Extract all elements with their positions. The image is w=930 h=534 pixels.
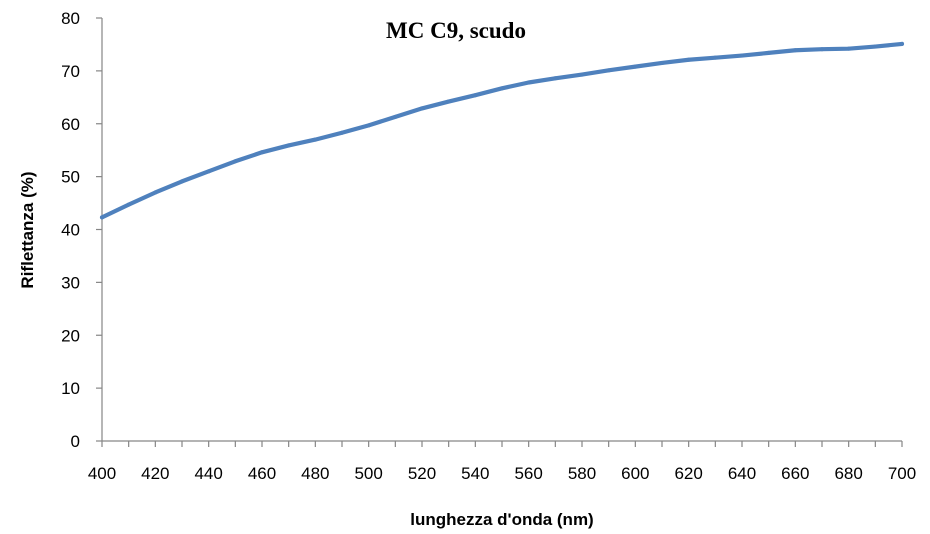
data-point [393, 114, 398, 119]
x-tick-label: 440 [194, 464, 222, 483]
x-axis: 400 420 440 460 480 500 520 540 560 580 600 620 640 6… [88, 440, 916, 483]
x-tick-label: 680 [834, 464, 862, 483]
y-axis-title: Riflettanza (%) [18, 171, 37, 288]
data-point [686, 57, 691, 62]
data-point [553, 76, 558, 81]
data-point [100, 215, 104, 220]
data-point [180, 179, 184, 184]
x-tick-label: 700 [888, 464, 916, 483]
x-tick-label: 480 [301, 464, 329, 483]
y-tick-label: 30 [61, 273, 80, 292]
x-tick-label: 640 [728, 464, 756, 483]
x-tick-label: 600 [621, 464, 649, 483]
data-point [313, 137, 318, 142]
data-point [340, 130, 344, 135]
data-point [873, 44, 878, 49]
data-point [233, 159, 238, 164]
data-point [766, 50, 771, 55]
data-point [793, 48, 798, 53]
x-tick-label: 400 [88, 464, 116, 483]
data-point [846, 46, 851, 51]
y-tick-label: 20 [61, 326, 80, 345]
x-tick-label: 660 [781, 464, 809, 483]
x-axis-title: lunghezza d'onda (nm) [410, 510, 593, 529]
plot-area [99, 41, 905, 220]
data-point [580, 72, 584, 77]
y-tick-label: 50 [61, 168, 80, 187]
x-tick-label: 560 [514, 464, 542, 483]
x-tick-label: 580 [568, 464, 596, 483]
data-point [660, 60, 664, 65]
data-point [526, 80, 531, 85]
x-tick-label: 500 [354, 464, 382, 483]
chart-title: MC C9, scudo [386, 18, 526, 43]
y-axis: 0 10 20 30 40 50 60 70 80 [61, 9, 103, 451]
data-point [153, 190, 158, 195]
data-point [740, 53, 744, 58]
x-tick-label: 540 [461, 464, 489, 483]
y-tick-label: 0 [71, 432, 80, 451]
data-point [286, 143, 291, 148]
x-tick-label: 620 [674, 464, 702, 483]
data-point [713, 55, 718, 60]
y-tick-label: 70 [61, 62, 80, 81]
data-point [260, 150, 264, 155]
data-point [606, 68, 611, 73]
y-tick-label: 60 [61, 115, 80, 134]
data-point [206, 169, 211, 174]
data-point [446, 99, 451, 104]
data-point [500, 86, 504, 91]
data-point [366, 123, 371, 128]
data-point [900, 41, 904, 46]
data-point [473, 93, 478, 98]
x-tick-label: 520 [408, 464, 436, 483]
y-tick-label: 40 [61, 221, 80, 240]
x-tick-label: 460 [248, 464, 276, 483]
x-tick-label: 420 [141, 464, 169, 483]
data-point [820, 47, 824, 52]
data-point [633, 64, 638, 69]
data-point [126, 202, 131, 207]
series-line [99, 41, 905, 220]
y-tick-label: 10 [61, 379, 80, 398]
y-tick-label: 80 [61, 9, 80, 28]
data-point [420, 106, 424, 111]
